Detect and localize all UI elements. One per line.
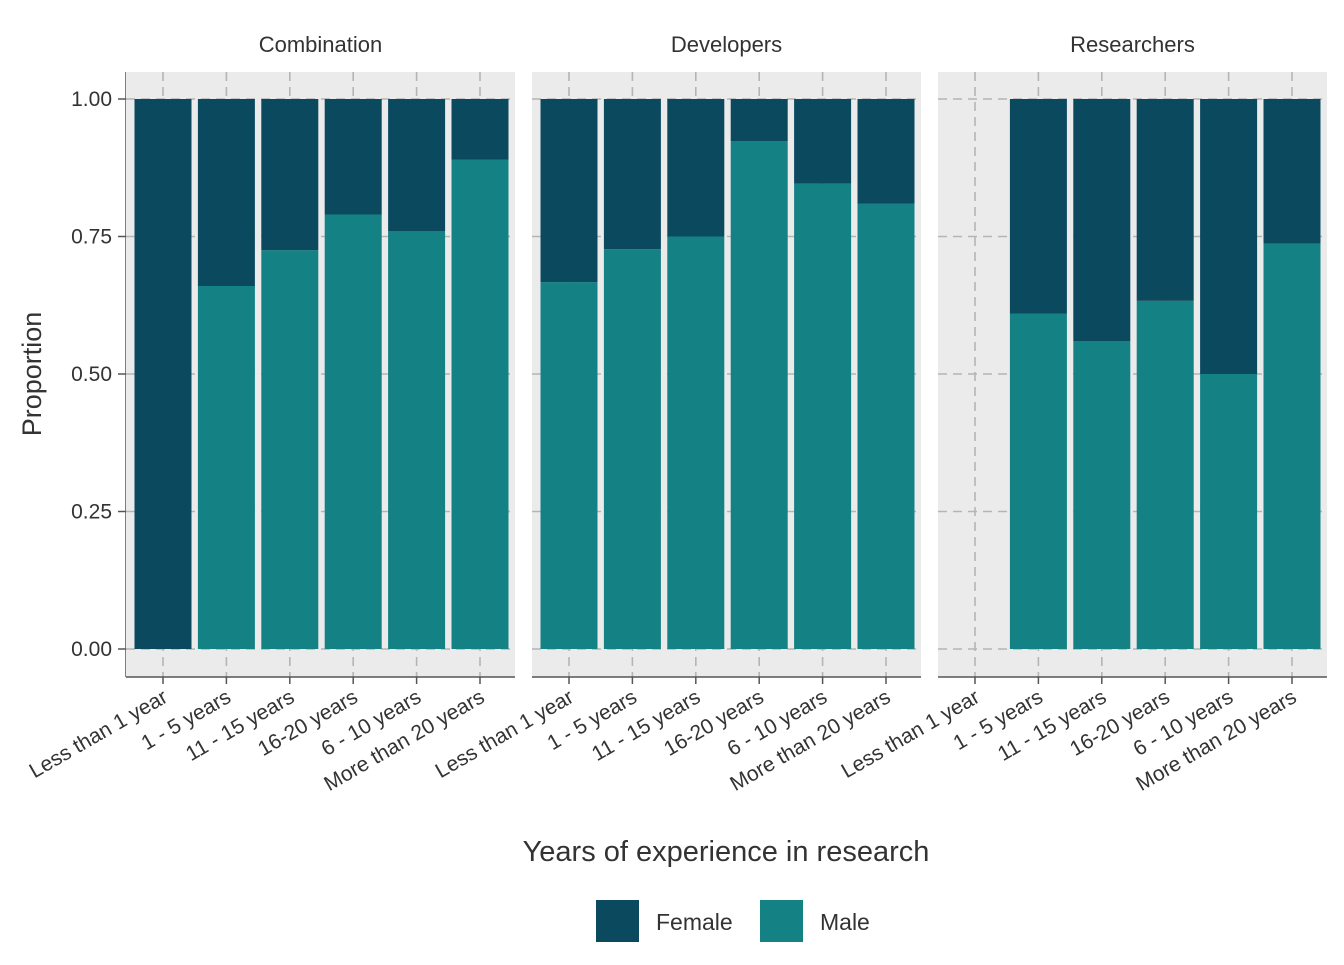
bar-male: [388, 231, 446, 649]
bar-male: [1073, 341, 1131, 649]
bar-female: [261, 99, 319, 251]
panel-title: Developers: [671, 32, 782, 57]
bar-female: [603, 99, 661, 250]
bar-female: [388, 99, 446, 231]
bar-female: [1009, 99, 1067, 314]
x-axis-title: Years of experience in research: [523, 836, 930, 868]
legend-swatch-male: [760, 900, 803, 942]
bar-male: [794, 183, 852, 649]
legend-label: Male: [820, 909, 870, 935]
bar-male: [540, 282, 598, 649]
bar-male: [197, 286, 255, 649]
bar-female: [1200, 99, 1258, 374]
legend-swatch-female: [596, 900, 639, 942]
bar-male: [324, 214, 382, 649]
bar-female: [1263, 99, 1321, 244]
bar-male: [603, 249, 661, 649]
bar-female: [857, 99, 915, 204]
bar-female: [1073, 99, 1131, 341]
y-tick-label: 0.25: [71, 501, 112, 524]
bar-male: [451, 159, 509, 649]
bar-male: [667, 236, 725, 649]
bar-male: [730, 141, 788, 649]
panel-title: Researchers: [1070, 32, 1195, 57]
bar-male: [1263, 243, 1321, 649]
y-tick-label: 0.50: [71, 363, 112, 386]
panel-title: Combination: [259, 32, 383, 57]
legend-label: Female: [656, 909, 733, 935]
bar-female: [794, 99, 852, 184]
y-tick-label: 0.00: [71, 638, 112, 661]
bar-female: [197, 99, 255, 286]
bar-female: [730, 99, 788, 142]
bar-female: [1136, 99, 1194, 301]
bar-male: [1009, 313, 1067, 649]
y-axis-title: Proportion: [17, 312, 47, 437]
bar-female: [667, 99, 725, 237]
bar-male: [857, 203, 915, 649]
bar-male: [1136, 300, 1194, 649]
y-tick-label: 0.75: [71, 226, 112, 249]
bar-male: [261, 250, 319, 649]
bar-female: [134, 99, 192, 649]
y-tick-label: 1.00: [71, 88, 112, 111]
bar-male: [1200, 374, 1258, 649]
bar-female: [540, 99, 598, 283]
bar-female: [451, 99, 509, 160]
bar-female: [324, 99, 382, 215]
